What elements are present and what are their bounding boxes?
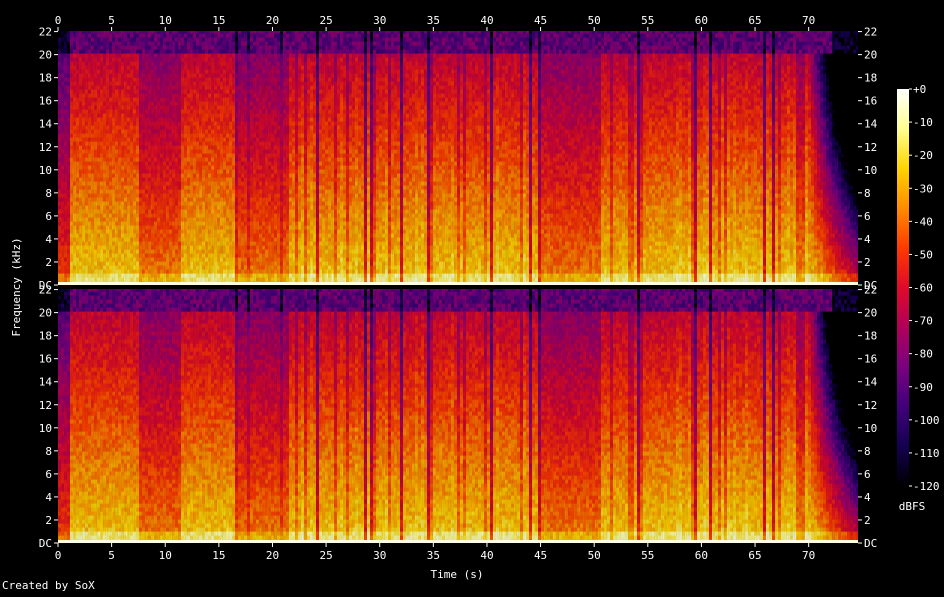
- y-tick-label-left: 12: [39, 399, 52, 412]
- y-tick-label-left: 6: [45, 468, 52, 481]
- credit-text: Created by SoX: [2, 579, 95, 592]
- x-tick-label-bottom: 10: [159, 549, 172, 562]
- y-tick-label-right: 6: [864, 468, 871, 481]
- x-tick-label-top: 15: [212, 14, 225, 27]
- x-tick-label-bottom: 20: [266, 549, 279, 562]
- y-tick-label-right: 22: [864, 26, 877, 39]
- y-tick-label-right: 16: [864, 353, 877, 366]
- y-tick-label-left: 18: [39, 330, 52, 343]
- colorbar-tick-label: -120: [913, 480, 940, 493]
- x-tick-label-top: 55: [641, 14, 654, 27]
- x-tick-label-bottom: 55: [641, 549, 654, 562]
- y-tick-label-right: 12: [864, 399, 877, 412]
- y-tick-label-left: 16: [39, 95, 52, 108]
- x-tick-label-bottom: 5: [108, 549, 115, 562]
- y-tick-label-right: 22: [864, 284, 877, 297]
- x-tick-label-bottom: 60: [695, 549, 708, 562]
- y-tick-label-left: DC: [39, 537, 52, 550]
- x-tick-label-top: 0: [55, 14, 62, 27]
- y-tick-label-right: 20: [864, 49, 877, 62]
- x-tick-label-bottom: 30: [373, 549, 386, 562]
- colorbar-tick-label: +0: [913, 83, 926, 96]
- y-tick-label-left: 14: [39, 118, 53, 131]
- colorbar-tick-label: -110: [913, 447, 940, 460]
- y-tick-label-left: 4: [45, 233, 52, 246]
- x-tick-label-top: 65: [748, 14, 761, 27]
- y-tick-label-right: 2: [864, 514, 871, 527]
- x-tick-label-bottom: 65: [748, 549, 761, 562]
- y-tick-label-left: 12: [39, 141, 52, 154]
- x-tick-label-bottom: 50: [588, 549, 601, 562]
- y-tick-label-right: 14: [864, 376, 878, 389]
- y-tick-label-right: 6: [864, 210, 871, 223]
- y-tick-label-right: 8: [864, 445, 871, 458]
- y-tick-label-left: 8: [45, 445, 52, 458]
- x-tick-label-bottom: 0: [55, 549, 62, 562]
- y-tick-label-left: 6: [45, 210, 52, 223]
- y-tick-label-left: 22: [39, 284, 52, 297]
- y-tick-label-right: 8: [864, 187, 871, 200]
- colorbar-tick-label: -40: [913, 215, 933, 228]
- y-tick-label-left: 20: [39, 49, 52, 62]
- y-tick-label-right: 18: [864, 72, 877, 85]
- y-tick-label-left: 4: [45, 491, 52, 504]
- colorbar-tick-label: -70: [913, 315, 933, 328]
- y-tick-label-left: 14: [39, 376, 53, 389]
- x-tick-label-bottom: 70: [802, 549, 815, 562]
- x-tick-label-bottom: 25: [319, 549, 332, 562]
- x-tick-label-top: 10: [159, 14, 172, 27]
- x-tick-label-bottom: 15: [212, 549, 225, 562]
- y-tick-label-left: 2: [45, 514, 52, 527]
- x-tick-label-bottom: 35: [427, 549, 440, 562]
- y-tick-label-right: 20: [864, 307, 877, 320]
- y-tick-label-left: 20: [39, 307, 52, 320]
- channel-1-panel: [58, 29, 860, 286]
- x-tick-label-top: 30: [373, 14, 386, 27]
- colorbar-tick-label: -60: [913, 282, 933, 295]
- x-tick-label-top: 45: [534, 14, 547, 27]
- y-tick-label-right: 10: [864, 422, 877, 435]
- x-tick-label-top: 20: [266, 14, 279, 27]
- y-tick-label-right: DC: [864, 537, 877, 550]
- colorbar-tick-label: -30: [913, 182, 933, 195]
- colorbar-tick-label: -20: [913, 149, 933, 162]
- y-tick-label-left: 10: [39, 164, 52, 177]
- y-axis-label: Frequency (kHz): [10, 237, 23, 336]
- y-tick-label-left: 8: [45, 187, 52, 200]
- y-tick-label-left: 10: [39, 422, 52, 435]
- x-axis-label: Time (s): [431, 568, 484, 581]
- x-tick-label-top: 40: [480, 14, 493, 27]
- y-tick-label-right: 2: [864, 256, 871, 269]
- colorbar-gradient: [897, 89, 909, 486]
- y-tick-label-right: 16: [864, 95, 877, 108]
- x-tick-label-top: 70: [802, 14, 815, 27]
- channel-2-panel: [58, 287, 860, 544]
- y-tick-label-left: 18: [39, 72, 52, 85]
- colorbar-tick-label: -80: [913, 348, 933, 361]
- x-tick-label-bottom: 40: [480, 549, 493, 562]
- colorbar-tick-label: -100: [913, 414, 940, 427]
- y-tick-label-left: 22: [39, 26, 52, 39]
- y-tick-label-left: 2: [45, 256, 52, 269]
- y-tick-label-right: 10: [864, 164, 877, 177]
- x-tick-label-top: 60: [695, 14, 708, 27]
- x-tick-label-top: 50: [588, 14, 601, 27]
- y-tick-label-right: 18: [864, 330, 877, 343]
- y-tick-label-right: 4: [864, 491, 871, 504]
- colorbar-tick-label: -90: [913, 381, 933, 394]
- x-tick-label-top: 5: [108, 14, 115, 27]
- x-tick-label-bottom: 45: [534, 549, 547, 562]
- y-tick-label-left: 16: [39, 353, 52, 366]
- x-tick-label-top: 25: [319, 14, 332, 27]
- y-tick-label-right: 12: [864, 141, 877, 154]
- x-tick-label-top: 35: [427, 14, 440, 27]
- colorbar-tick-label: -10: [913, 116, 933, 129]
- colorbar-label: dBFS: [899, 500, 926, 513]
- colorbar-tick-label: -50: [913, 248, 933, 261]
- y-tick-label-right: 14: [864, 118, 878, 131]
- y-tick-label-right: 4: [864, 233, 871, 246]
